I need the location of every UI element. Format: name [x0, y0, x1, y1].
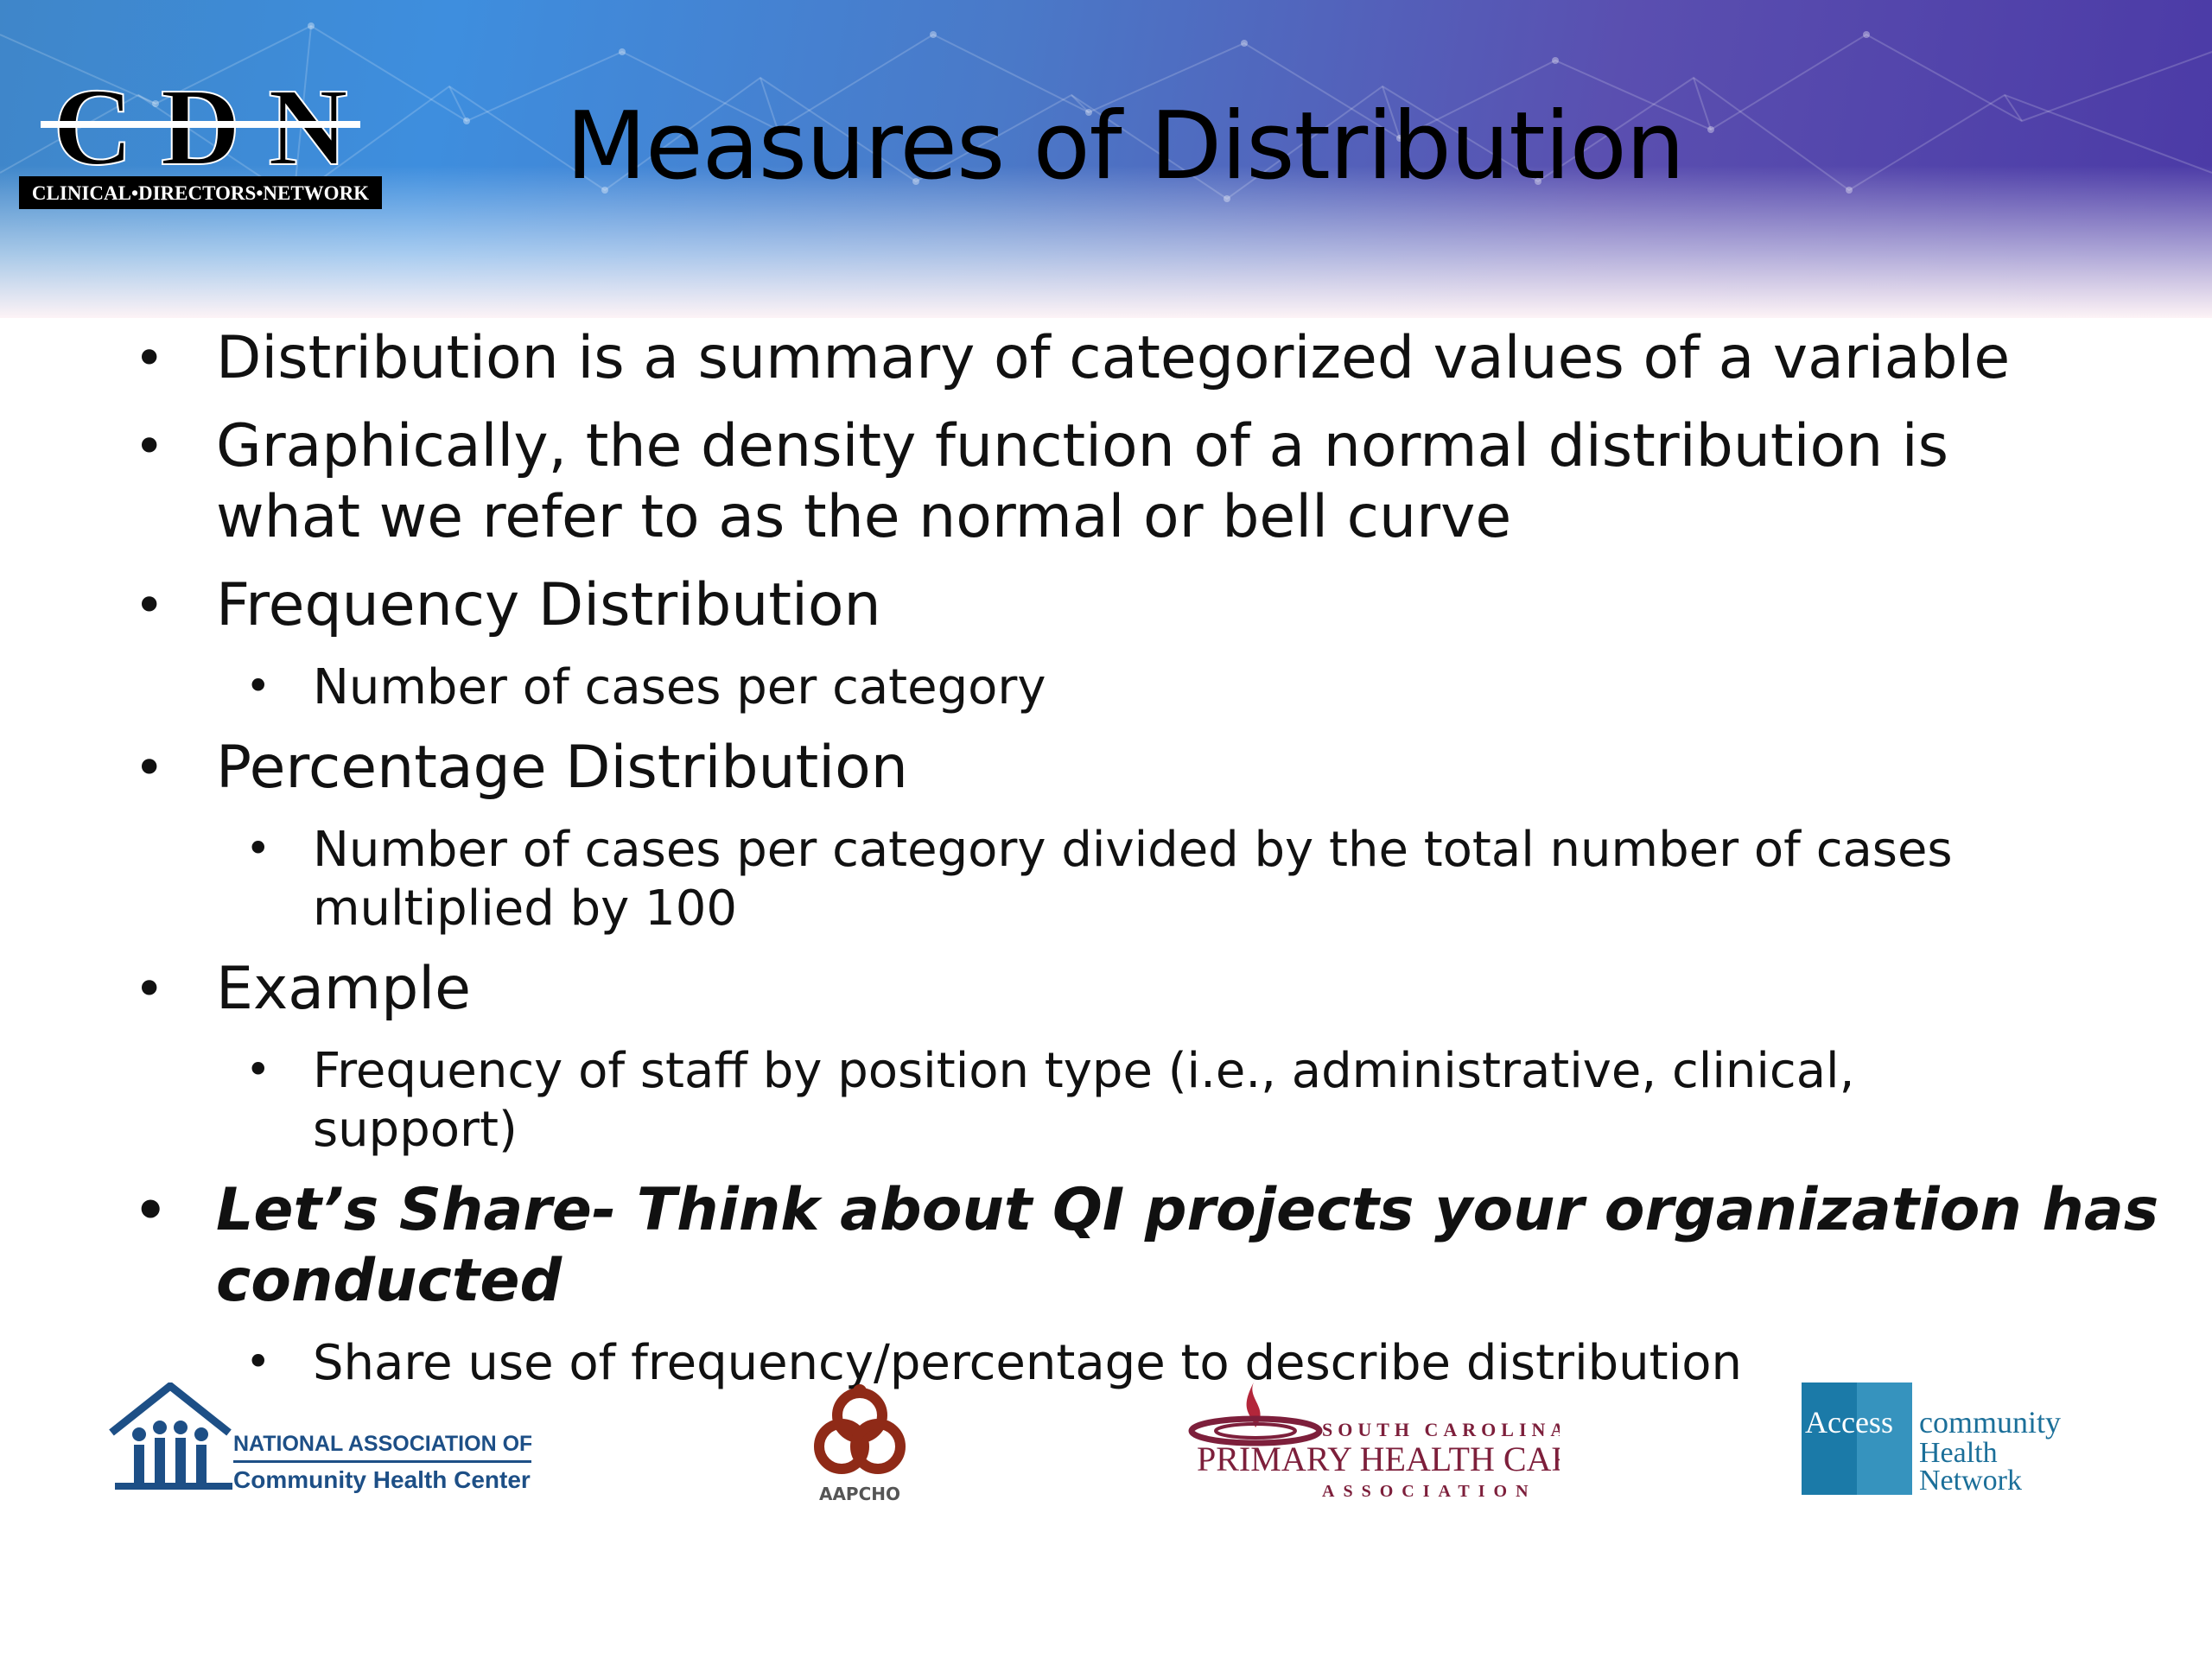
house-roof-icon [109, 1382, 232, 1436]
bullet-text: Example [216, 955, 472, 1023]
bullet-text: Let’s Share- Think about QI projects you… [216, 1176, 2159, 1244]
slide-title: Measures of Distribution [566, 92, 1685, 200]
sub-bullet-marker: • [245, 661, 271, 711]
access-logo-line3: Network [1919, 1465, 2022, 1497]
nachc-logo: NATIONAL ASSOCIATION OF Community Health… [109, 1382, 531, 1493]
people-icon [132, 1421, 208, 1490]
nachc-logo-line2: Community Health Centers [233, 1466, 531, 1493]
sub-bullet-marker: • [245, 823, 271, 874]
access-logo-line2: Health [1919, 1437, 1998, 1469]
sub-bullet-marker: • [245, 1337, 271, 1387]
sub-bullet-item: • Number of cases per category divided b… [245, 821, 1953, 880]
bullet-text: Distribution is a summary of categorized… [216, 324, 2011, 392]
sub-bullet-text: support) [313, 1102, 518, 1158]
header-banner: C D N CLINICAL•DIRECTORS•NETWORK Measure… [0, 0, 2212, 318]
sub-bullet-text: Frequency of staff by position type (i.e… [313, 1043, 1855, 1099]
sub-bullet-text: multiplied by 100 [313, 880, 737, 937]
sub-bullet-text: Number of cases per category [313, 659, 1046, 715]
bullet-marker: • [134, 738, 165, 798]
bullet-item: • Frequency Distribution [134, 570, 881, 641]
nachc-logo-line1: NATIONAL ASSOCIATION OF [233, 1432, 531, 1456]
sub-bullet-item: • Number of cases per category [245, 658, 1046, 717]
sub-bullet-text: Number of cases per category divided by … [313, 822, 1953, 878]
bullet-item: • Graphically, the density function of a… [134, 411, 1949, 482]
bullet-marker: • [134, 1180, 168, 1241]
access-logo-line1: community [1919, 1405, 2061, 1440]
bullet-continuation: what we refer to as the normal or bell c… [216, 482, 1511, 553]
bullet-text: Graphically, the density function of a n… [216, 412, 1949, 480]
bullet-text: what we refer to as the normal or bell c… [216, 483, 1512, 551]
scphca-logo: SOUTH CAROLINA PRIMARY HEALTH CARE ASSOC… [1188, 1379, 1560, 1501]
bullet-marker: • [134, 416, 165, 477]
sub-bullet-item: • Frequency of staff by position type (i… [245, 1042, 1855, 1101]
access-logo: Access community Health Network [1802, 1382, 2061, 1497]
interlocking-rings-icon [814, 1388, 906, 1474]
access-logo-box: Access [1805, 1405, 1893, 1440]
scphca-logo-top: SOUTH CAROLINA [1322, 1419, 1560, 1440]
scphca-logo-bottom: ASSOCIATION [1322, 1482, 1537, 1501]
aapcho-logo: AAPCHO [814, 1384, 906, 1504]
sub-bullet-text: Share use of frequency/percentage to des… [313, 1335, 1742, 1391]
flame-swoosh-icon [1188, 1379, 1323, 1446]
bullet-item: • Example [134, 954, 472, 1025]
bullet-text: Frequency Distribution [216, 571, 881, 639]
bullet-text: conducted [216, 1247, 563, 1315]
bullet-marker: • [134, 328, 165, 389]
network-pattern [0, 22, 2212, 202]
bullet-marker: • [134, 959, 165, 1020]
bullet-item: • Distribution is a summary of categoriz… [134, 323, 2011, 394]
bullet-text: Percentage Distribution [216, 734, 908, 802]
bullet-continuation: conducted [216, 1246, 562, 1317]
sub-bullet-continuation: support) [313, 1101, 518, 1160]
bullet-marker: • [134, 575, 165, 636]
bullet-item: • Percentage Distribution [134, 733, 908, 804]
sub-bullet-continuation: multiplied by 100 [313, 880, 737, 938]
bullet-item-emphasis: • Let’s Share- Think about QI projects y… [134, 1175, 2159, 1246]
sub-bullet-item: • Share use of frequency/percentage to d… [245, 1334, 1742, 1393]
scphca-logo-middle: PRIMARY HEALTH CARE [1197, 1440, 1560, 1478]
sub-bullet-marker: • [245, 1045, 271, 1095]
aapcho-logo-label: AAPCHO [819, 1484, 900, 1504]
cdn-logo: C D N CLINICAL•DIRECTORS•NETWORK [19, 67, 382, 209]
cdn-logo-tagline: CLINICAL•DIRECTORS•NETWORK [32, 182, 369, 204]
